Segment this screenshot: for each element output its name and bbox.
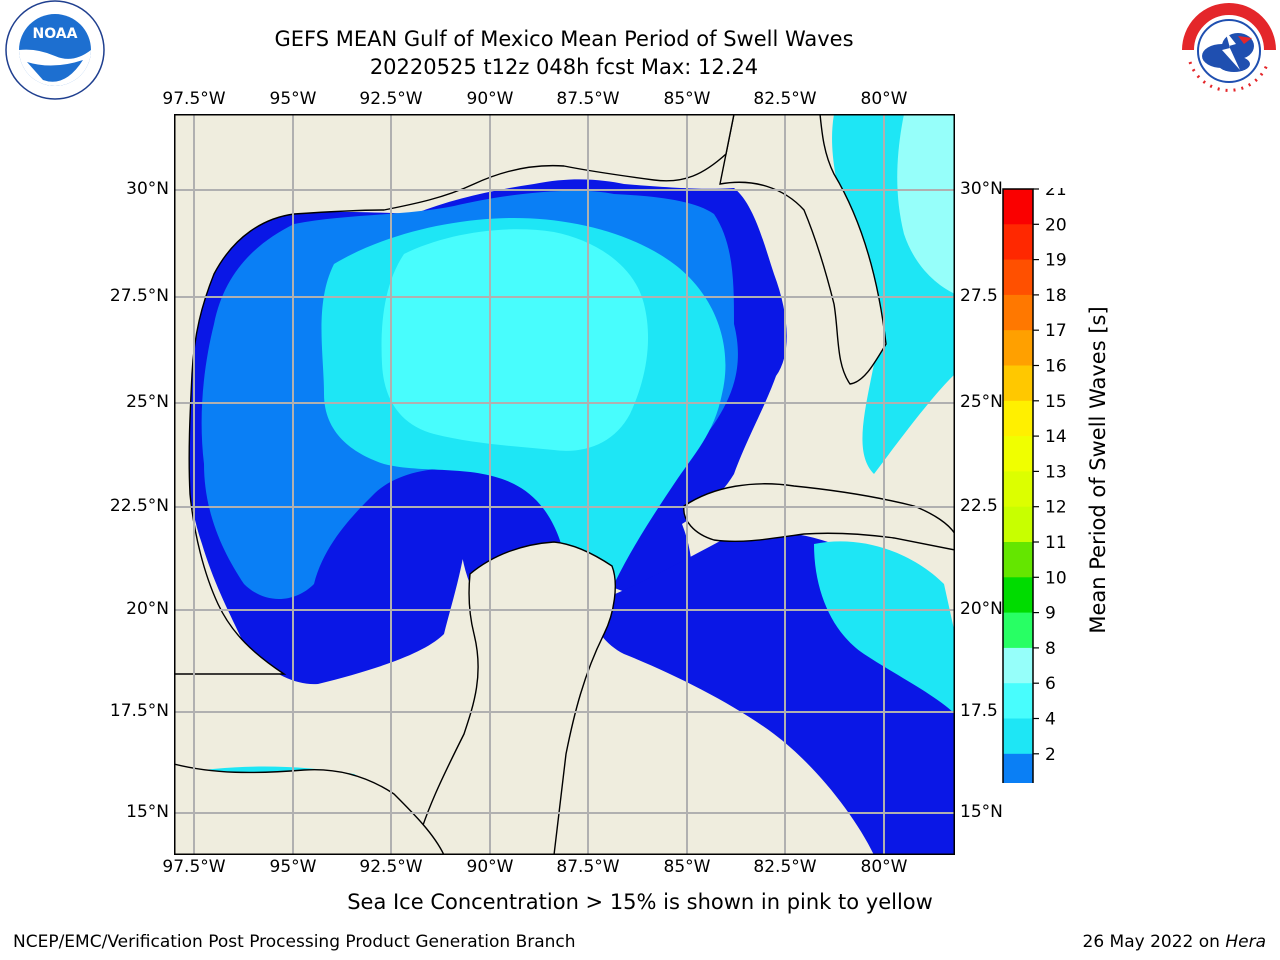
nws-logo bbox=[1181, 2, 1277, 98]
longitude-label: 92.5°W bbox=[359, 857, 423, 877]
longitude-label: 90°W bbox=[466, 89, 514, 109]
colorbar-segment bbox=[1003, 471, 1033, 508]
colorbar-tick-label: 6 bbox=[1045, 674, 1056, 694]
colorbar-segment bbox=[1003, 365, 1033, 402]
map-frame bbox=[174, 114, 955, 855]
colorbar-tick-label: 16 bbox=[1045, 357, 1067, 377]
colorbar-segment bbox=[1003, 542, 1033, 578]
latitude-label: 20°N bbox=[960, 599, 1003, 619]
latitude-label: 22.5 bbox=[960, 496, 998, 516]
longitude-label: 87.5°W bbox=[556, 89, 620, 109]
longitude-label: 82.5°W bbox=[753, 857, 817, 877]
colorbar-tick-label: 11 bbox=[1045, 533, 1067, 553]
colorbar-tick-label: 21 bbox=[1045, 188, 1067, 200]
footer-credit: NCEP/EMC/Verification Post Processing Pr… bbox=[13, 932, 576, 952]
latitude-label: 15°N bbox=[126, 802, 169, 822]
colorbar-title: Mean Period of Swell Waves [s] bbox=[1086, 306, 1110, 634]
colorbar-segment bbox=[1003, 436, 1033, 472]
map-graticule bbox=[174, 114, 955, 855]
footer-date-text: 26 May 2022 on bbox=[1082, 932, 1226, 952]
gulf-ocean-pale bbox=[381, 229, 649, 451]
latitude-label: 27.5°N bbox=[109, 286, 169, 306]
cuba-land bbox=[683, 483, 955, 551]
colorbar-tick-label: 17 bbox=[1045, 321, 1067, 341]
sea-ice-note: Sea Ice Concentration > 15% is shown in … bbox=[347, 890, 933, 914]
florida-land bbox=[719, 114, 887, 385]
footer-machine: Hera bbox=[1225, 932, 1266, 952]
colorbar-segment bbox=[1003, 224, 1033, 261]
colorbar-segment bbox=[1003, 612, 1033, 649]
longitude-label: 80°W bbox=[860, 857, 908, 877]
colorbar-tick-label: 9 bbox=[1045, 604, 1056, 624]
colorbar-segment bbox=[1003, 683, 1033, 719]
colorbar-outline bbox=[1002, 188, 1034, 783]
colorbar-segments bbox=[1002, 188, 1034, 783]
colorbar-segment bbox=[1003, 753, 1033, 783]
latitude-label: 20°N bbox=[126, 599, 169, 619]
colorbar-segment bbox=[1003, 718, 1033, 755]
map-subtitle: 20220525 t12z 048h fcst Max: 12.24 bbox=[369, 55, 759, 79]
colorbar-segment bbox=[1003, 294, 1033, 331]
colorbar-segment bbox=[1003, 577, 1033, 614]
latitude-label: 25°N bbox=[126, 392, 169, 412]
colorbar-ticks: 21 20 19 18 17 16 15 14 13 12 11 10 9 8 6 4 2 bbox=[1033, 188, 1067, 765]
colorbar-tick-label: 2 bbox=[1045, 745, 1056, 765]
longitude-label: 80°W bbox=[860, 89, 908, 109]
colorbar-tick-label: 18 bbox=[1045, 286, 1067, 306]
footer-date: 26 May 2022 on Hera bbox=[1083, 932, 1267, 952]
colorbar-tick-label: 20 bbox=[1045, 215, 1067, 235]
longitude-label: 97.5°W bbox=[162, 89, 226, 109]
central-america-land bbox=[174, 763, 445, 855]
colorbar-tick-label: 15 bbox=[1045, 392, 1067, 412]
north-coast-land bbox=[174, 114, 735, 675]
latitude-label: 17.5°N bbox=[109, 701, 169, 721]
latitude-label: 27.5 bbox=[960, 286, 998, 306]
colorbar-tick-label: 10 bbox=[1045, 568, 1067, 588]
noaa-logo-text: NOAA bbox=[33, 26, 78, 42]
longitude-label: 82.5°W bbox=[753, 89, 817, 109]
latitude-label: 22.5°N bbox=[109, 496, 169, 516]
longitude-label: 97.5°W bbox=[162, 857, 226, 877]
colorbar-segment bbox=[1003, 506, 1033, 543]
colorbar-tick-label: 4 bbox=[1045, 710, 1056, 730]
colorbar-tick-label: 12 bbox=[1045, 498, 1067, 518]
yucatan-land bbox=[413, 541, 616, 855]
latitude-label: 30°N bbox=[126, 179, 169, 199]
latitude-label: 15°N bbox=[960, 802, 1003, 822]
latitude-label: 25°N bbox=[960, 392, 1003, 412]
colorbar-segment bbox=[1003, 647, 1033, 684]
colorbar-segment bbox=[1003, 259, 1033, 296]
noaa-logo: NOAA bbox=[5, 0, 105, 100]
colorbar-segment bbox=[1003, 330, 1033, 366]
colorbar-tick-label: 19 bbox=[1045, 251, 1067, 271]
colorbar-segment bbox=[1003, 189, 1033, 225]
longitude-label: 95°W bbox=[269, 89, 317, 109]
latitude-label: 17.5 bbox=[960, 701, 998, 721]
longitude-label: 92.5°W bbox=[359, 89, 423, 109]
longitude-label: 85°W bbox=[663, 89, 711, 109]
latitude-label: 30°N bbox=[960, 179, 1003, 199]
colorbar-segment bbox=[1003, 400, 1033, 437]
colorbar-tick-label: 13 bbox=[1045, 462, 1067, 482]
longitude-label: 87.5°W bbox=[556, 857, 620, 877]
longitude-label: 95°W bbox=[269, 857, 317, 877]
longitude-label: 85°W bbox=[663, 857, 711, 877]
colorbar-tick-label: 8 bbox=[1045, 639, 1056, 659]
longitude-label: 90°W bbox=[466, 857, 514, 877]
colorbar-tick-label: 14 bbox=[1045, 427, 1067, 447]
atlantic-ocean-palest bbox=[897, 114, 955, 294]
colorbar: 21 20 19 18 17 16 15 14 13 12 11 10 9 8 6 4 2 bbox=[1002, 188, 1067, 783]
gulf-of-mexico-map bbox=[174, 114, 955, 855]
map-title: GEFS MEAN Gulf of Mexico Mean Period of … bbox=[274, 27, 854, 51]
